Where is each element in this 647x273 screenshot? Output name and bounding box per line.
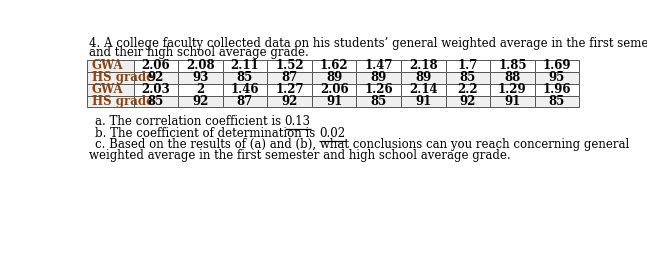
- Text: 88: 88: [504, 71, 520, 84]
- Text: 2.03: 2.03: [142, 83, 170, 96]
- Text: 91: 91: [504, 95, 520, 108]
- Text: 93: 93: [192, 71, 208, 84]
- Text: HS grade: HS grade: [92, 71, 153, 84]
- Text: 1.27: 1.27: [275, 83, 304, 96]
- Bar: [446, 84, 490, 96]
- Text: 1.96: 1.96: [543, 83, 571, 96]
- Text: 95: 95: [549, 71, 565, 84]
- Bar: [446, 60, 490, 72]
- Text: 92: 92: [192, 95, 208, 108]
- Text: c. Based on the results of (a) and (b), what conclusions can you reach concernin: c. Based on the results of (a) and (b), …: [95, 138, 629, 151]
- Text: 2.11: 2.11: [231, 59, 259, 72]
- Text: 89: 89: [371, 71, 387, 84]
- Text: 2: 2: [196, 83, 204, 96]
- Bar: [490, 72, 534, 84]
- Bar: [178, 84, 223, 96]
- Text: 4. A college faculty collected data on his students’ general weighted average in: 4. A college faculty collected data on h…: [89, 37, 647, 50]
- Text: 1.52: 1.52: [275, 59, 304, 72]
- Bar: [490, 60, 534, 72]
- Bar: [178, 72, 223, 84]
- Text: 1.29: 1.29: [498, 83, 527, 96]
- Bar: [133, 96, 178, 108]
- Text: 91: 91: [415, 95, 432, 108]
- Text: 2.18: 2.18: [409, 59, 437, 72]
- Text: 0.02: 0.02: [319, 127, 345, 140]
- Text: 1.69: 1.69: [543, 59, 571, 72]
- Bar: [178, 60, 223, 72]
- Text: 0.13: 0.13: [285, 115, 311, 128]
- Text: 87: 87: [237, 95, 253, 108]
- Text: GWA: GWA: [92, 59, 124, 72]
- Text: 1.46: 1.46: [231, 83, 259, 96]
- Bar: [223, 84, 267, 96]
- Text: GWA: GWA: [92, 83, 124, 96]
- Text: a. The correlation coefficient is: a. The correlation coefficient is: [95, 115, 285, 128]
- Text: 2.08: 2.08: [186, 59, 215, 72]
- Text: 87: 87: [281, 71, 298, 84]
- Text: 85: 85: [237, 71, 253, 84]
- Text: 2.06: 2.06: [142, 59, 170, 72]
- Bar: [490, 84, 534, 96]
- Bar: [401, 72, 446, 84]
- Text: b. The coefficient of determination is: b. The coefficient of determination is: [95, 127, 319, 140]
- Bar: [223, 72, 267, 84]
- Text: 1.7: 1.7: [457, 59, 478, 72]
- Bar: [490, 96, 534, 108]
- Bar: [267, 96, 312, 108]
- Text: 92: 92: [148, 71, 164, 84]
- Text: 85: 85: [371, 95, 387, 108]
- Bar: [356, 72, 401, 84]
- Bar: [223, 96, 267, 108]
- Bar: [87, 60, 133, 72]
- Bar: [133, 84, 178, 96]
- Bar: [312, 84, 356, 96]
- Bar: [356, 84, 401, 96]
- Text: 85: 85: [549, 95, 565, 108]
- Bar: [356, 60, 401, 72]
- Text: 89: 89: [415, 71, 432, 84]
- Text: 85: 85: [459, 71, 476, 84]
- Text: 1.47: 1.47: [364, 59, 393, 72]
- Text: 1.26: 1.26: [364, 83, 393, 96]
- Text: 1.85: 1.85: [498, 59, 527, 72]
- Text: and their high school average grade.: and their high school average grade.: [89, 46, 309, 59]
- Text: 85: 85: [148, 95, 164, 108]
- Bar: [534, 72, 579, 84]
- Text: 2.06: 2.06: [320, 83, 349, 96]
- Text: weighted average in the first semester and high school average grade.: weighted average in the first semester a…: [89, 149, 510, 162]
- Text: 91: 91: [326, 95, 342, 108]
- Bar: [446, 96, 490, 108]
- Text: HS grade: HS grade: [92, 95, 153, 108]
- Bar: [267, 60, 312, 72]
- Bar: [267, 72, 312, 84]
- Bar: [133, 60, 178, 72]
- Text: 89: 89: [326, 71, 342, 84]
- Text: 2.2: 2.2: [457, 83, 478, 96]
- Bar: [534, 96, 579, 108]
- Bar: [267, 84, 312, 96]
- Text: 1.62: 1.62: [320, 59, 349, 72]
- Bar: [133, 72, 178, 84]
- Bar: [87, 96, 133, 108]
- Bar: [312, 72, 356, 84]
- Text: 92: 92: [459, 95, 476, 108]
- Bar: [534, 60, 579, 72]
- Bar: [87, 84, 133, 96]
- Text: 0.02: 0.02: [319, 127, 345, 140]
- Bar: [223, 60, 267, 72]
- Bar: [401, 60, 446, 72]
- Bar: [312, 96, 356, 108]
- Bar: [401, 96, 446, 108]
- Bar: [446, 72, 490, 84]
- Text: 0.13: 0.13: [285, 115, 311, 128]
- Text: 92: 92: [281, 95, 298, 108]
- Bar: [356, 96, 401, 108]
- Bar: [401, 84, 446, 96]
- Bar: [178, 96, 223, 108]
- Text: 2.14: 2.14: [409, 83, 437, 96]
- Bar: [312, 60, 356, 72]
- Bar: [534, 84, 579, 96]
- Bar: [87, 72, 133, 84]
